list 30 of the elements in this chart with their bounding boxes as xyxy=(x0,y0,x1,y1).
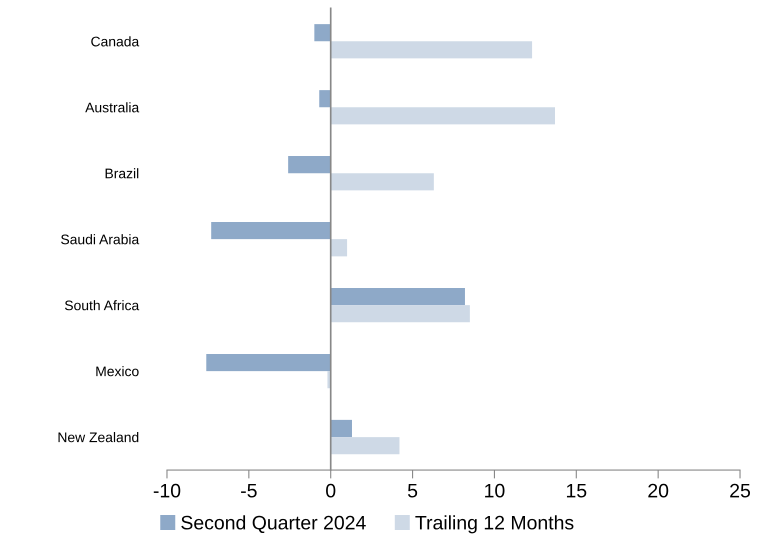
x-tick-label: 25 xyxy=(730,484,750,498)
bar xyxy=(330,173,434,190)
bar xyxy=(330,288,465,306)
bar xyxy=(206,354,331,372)
x-tick-label: 5 xyxy=(408,484,418,498)
x-tick-label: -5 xyxy=(241,484,257,498)
bar xyxy=(330,420,352,438)
legend-label: Second Quarter 2024 xyxy=(181,515,366,534)
bar xyxy=(288,156,331,174)
bar xyxy=(330,107,556,124)
y-tick-label: Saudi Arabia xyxy=(61,234,140,244)
bar xyxy=(330,41,532,58)
bar xyxy=(330,437,400,454)
bar xyxy=(330,305,470,322)
bar xyxy=(319,90,331,108)
x-tick-label: 15 xyxy=(566,484,586,498)
bar xyxy=(330,239,348,256)
legend-label: Trailing 12 Months xyxy=(415,515,574,534)
y-tick-label: Brazil xyxy=(106,168,138,178)
x-tick-label: 0 xyxy=(326,484,336,498)
bar xyxy=(211,222,331,240)
x-tick-label: -10 xyxy=(154,484,180,498)
y-tick-label: Canada xyxy=(91,36,140,46)
bar xyxy=(314,24,331,42)
y-tick-label: Mexico xyxy=(96,366,139,376)
y-tick-label: Australia xyxy=(85,102,140,112)
x-tick-label: 10 xyxy=(485,484,504,498)
x-tick-label: 20 xyxy=(648,484,668,498)
y-tick-label: New Zealand xyxy=(58,432,138,442)
y-tick-label: South Africa xyxy=(64,300,140,310)
